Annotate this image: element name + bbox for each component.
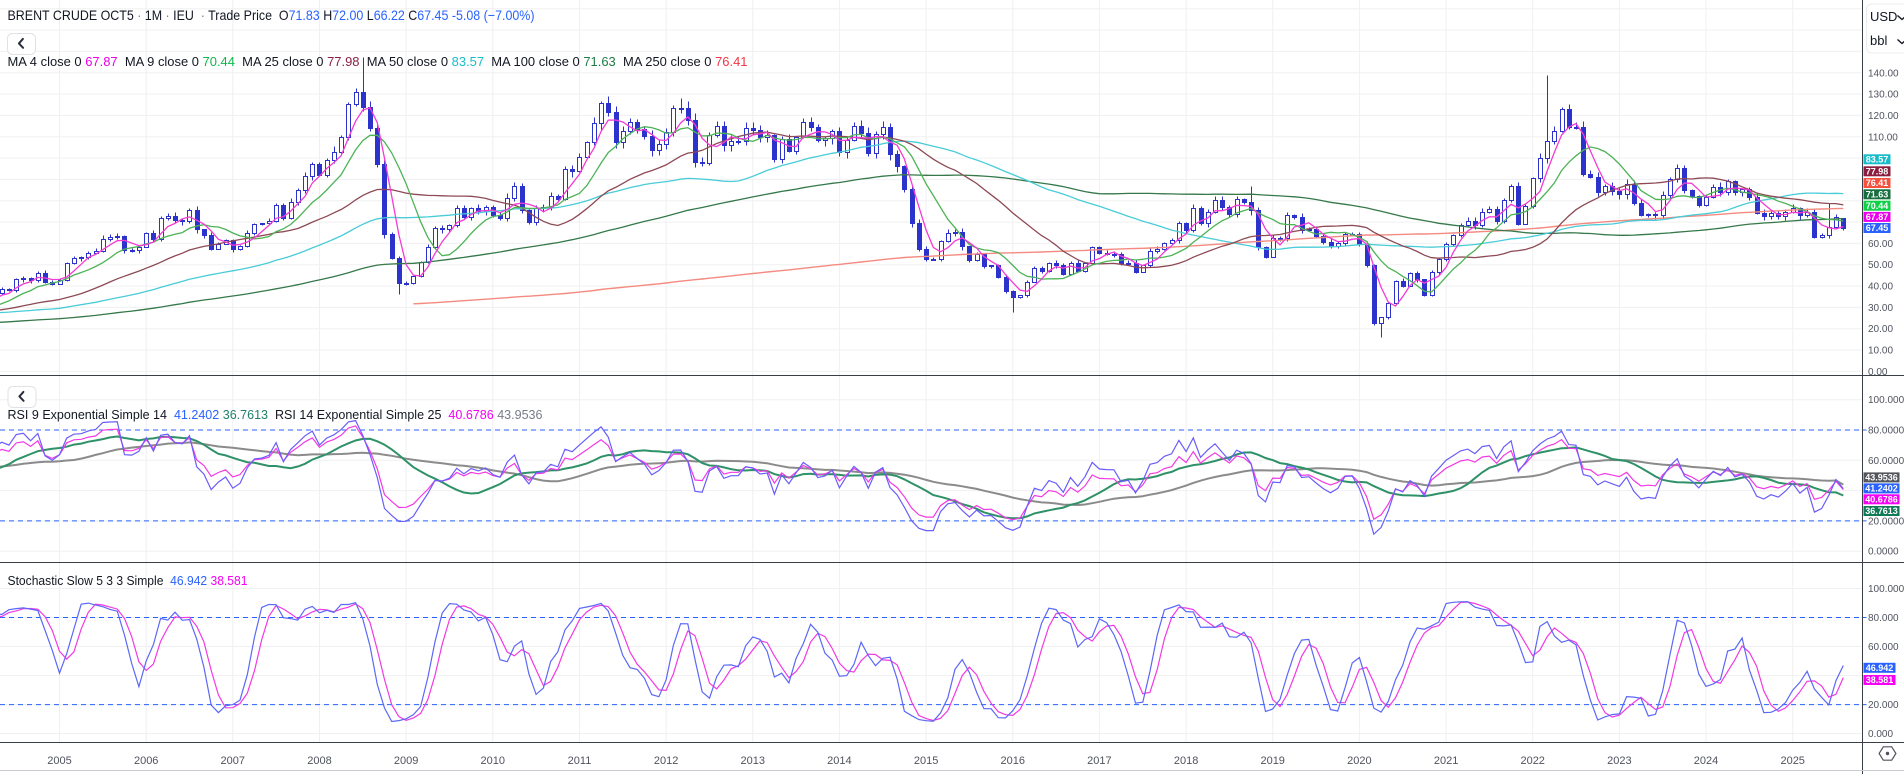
svg-text:71.63: 71.63 [1866, 190, 1889, 200]
svg-text:BRENT CRUDE OCT5 · 1M · IEU ·: BRENT CRUDE OCT5 · 1M · IEU · Trade Pric… [8, 7, 535, 23]
svg-text:2025: 2025 [1780, 755, 1804, 767]
svg-text:46.942: 46.942 [1866, 663, 1894, 673]
svg-text:50.00: 50.00 [1868, 260, 1893, 271]
svg-text:2010: 2010 [481, 755, 505, 767]
svg-text:2022: 2022 [1520, 755, 1544, 767]
svg-text:40.00: 40.00 [1868, 282, 1893, 293]
svg-text:2014: 2014 [827, 755, 851, 767]
svg-text:2011: 2011 [568, 755, 592, 767]
svg-text:USD: USD [1870, 9, 1897, 24]
svg-text:2009: 2009 [394, 755, 418, 767]
svg-text:120.00: 120.00 [1868, 111, 1899, 122]
svg-text:2023: 2023 [1607, 755, 1631, 767]
svg-text:80.0000: 80.0000 [1868, 426, 1904, 437]
svg-text:2018: 2018 [1174, 755, 1198, 767]
svg-text:140.00: 140.00 [1868, 68, 1899, 79]
svg-text:2013: 2013 [741, 755, 765, 767]
svg-text:30.00: 30.00 [1868, 303, 1893, 314]
svg-text:0.00: 0.00 [1868, 367, 1888, 378]
svg-text:2017: 2017 [1087, 755, 1111, 767]
svg-text:41.2402: 41.2402 [1865, 484, 1898, 494]
svg-text:bbl: bbl [1870, 33, 1887, 48]
svg-text:60.000: 60.000 [1868, 642, 1899, 653]
svg-text:0.0000: 0.0000 [1868, 547, 1899, 558]
svg-text:2016: 2016 [1001, 755, 1025, 767]
svg-text:2020: 2020 [1347, 755, 1371, 767]
svg-text:70.44: 70.44 [1866, 201, 1889, 211]
svg-text:100.000: 100.000 [1868, 584, 1904, 595]
svg-text:2007: 2007 [221, 755, 245, 767]
svg-text:110.00: 110.00 [1868, 132, 1898, 143]
svg-text:20.0000: 20.0000 [1868, 516, 1904, 527]
svg-text:2019: 2019 [1260, 755, 1284, 767]
svg-text:60.00: 60.00 [1868, 239, 1893, 250]
svg-text:2008: 2008 [307, 755, 331, 767]
svg-text:20.00: 20.00 [1868, 324, 1893, 335]
svg-text:36.7613: 36.7613 [1865, 506, 1898, 516]
svg-text:130.00: 130.00 [1868, 90, 1899, 101]
svg-text:10.00: 10.00 [1868, 346, 1893, 357]
svg-text:43.9536: 43.9536 [1865, 473, 1898, 483]
svg-text:2012: 2012 [654, 755, 678, 767]
svg-text:2015: 2015 [914, 755, 938, 767]
svg-text:Stochastic Slow 5 3 3 Simple: Stochastic Slow 5 3 3 Simple 46.942 38.5… [8, 573, 248, 588]
svg-text:76.41: 76.41 [1866, 178, 1889, 188]
svg-text:RSI 9 Exponential Simple 14 4: RSI 9 Exponential Simple 14 41.2402 36.7… [8, 407, 543, 422]
svg-text:100.0000: 100.0000 [1868, 395, 1904, 406]
svg-text:2005: 2005 [47, 755, 71, 767]
svg-text:0.000: 0.000 [1868, 729, 1893, 740]
svg-text:20.000: 20.000 [1868, 700, 1899, 711]
svg-text:83.57: 83.57 [1866, 155, 1889, 165]
svg-text:77.98: 77.98 [1866, 167, 1889, 177]
svg-text:MA 4 close 0 67.87 MA 9 close: MA 4 close 0 67.87 MA 9 close 0 70.44 MA… [8, 55, 748, 69]
svg-text:2021: 2021 [1434, 755, 1458, 767]
svg-text:67.45: 67.45 [1866, 223, 1889, 233]
svg-text:67.87: 67.87 [1866, 212, 1889, 222]
svg-text:40.6786: 40.6786 [1865, 495, 1898, 505]
svg-text:2006: 2006 [134, 755, 158, 767]
svg-text:2024: 2024 [1694, 755, 1718, 767]
svg-text:38.581: 38.581 [1866, 675, 1894, 685]
svg-text:60.0000: 60.0000 [1868, 456, 1904, 467]
svg-text:80.000: 80.000 [1868, 613, 1899, 624]
